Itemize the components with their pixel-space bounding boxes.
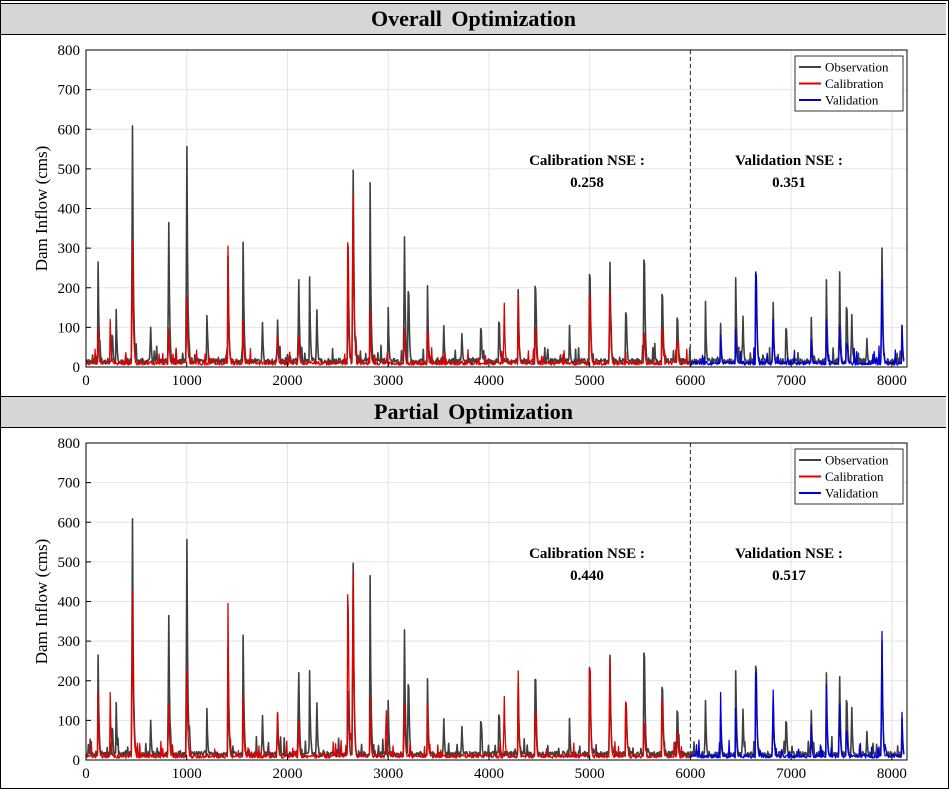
x-tick-label: 6000 [675,373,705,389]
y-tick-label: 0 [73,753,81,769]
calibration-nse-label: Calibration NSE : [529,153,645,169]
x-tick-label: 4000 [474,373,504,389]
series-line-calibration [85,572,692,759]
validation-nse-label: Validation NSE : [735,546,843,562]
y-tick-label: 300 [58,241,81,257]
y-tick-label: 400 [58,595,81,611]
legend-label-observation: Observation [825,453,889,468]
y-axis-label: Dam Inflow (cms) [32,146,51,272]
y-tick-label: 800 [58,43,81,59]
series-line-observation [85,518,905,758]
x-tick-label: 2000 [272,766,302,782]
x-tick-label: 6000 [675,766,705,782]
x-tick-label: 7000 [776,373,806,389]
series-line-validation [689,630,905,759]
validation-nse-label: Validation NSE : [735,153,843,169]
x-tick-label: 1000 [172,766,202,782]
y-tick-label: 300 [58,634,81,650]
calibration-nse-label: Calibration NSE : [529,546,645,562]
y-tick-label: 0 [73,360,81,376]
x-tick-label: 2000 [272,373,302,389]
y-tick-label: 800 [58,436,81,452]
y-tick-label: 400 [58,202,81,218]
x-tick-label: 5000 [575,373,605,389]
panel-title-overall: Overall Optimization [1,3,946,35]
calibration-nse-value: 0.258 [570,175,604,191]
x-tick-label: 5000 [575,766,605,782]
y-tick-label: 700 [58,83,81,99]
x-tick-label: 8000 [877,373,907,389]
calibration-nse-value: 0.440 [570,568,604,584]
y-tick-label: 600 [58,515,81,531]
y-tick-label: 500 [58,555,81,571]
validation-nse-value: 0.351 [772,175,806,191]
y-tick-label: 100 [58,320,81,336]
x-tick-label: 7000 [776,766,806,782]
y-tick-label: 600 [58,122,81,138]
legend-label-calibration: Calibration [825,76,884,91]
x-tick-label: 1000 [172,373,202,389]
legend-label-observation: Observation [825,60,889,75]
x-tick-label: 0 [82,766,90,782]
y-tick-label: 500 [58,162,81,178]
legend-label-validation: Validation [825,93,879,108]
y-tick-label: 200 [58,674,81,690]
panel-title-partial: Partial Optimization [1,396,946,428]
y-axis-label: Dam Inflow (cms) [32,539,51,665]
y-tick-label: 100 [58,713,81,729]
x-tick-label: 4000 [474,766,504,782]
legend-label-calibration: Calibration [825,469,884,484]
chart-overall-optimization: 0 1000 2000 3000 4000 5000 6000 7000 8000 0 100 200… [32,43,908,389]
validation-nse-value: 0.517 [772,568,806,584]
x-tick-label: 3000 [373,766,403,782]
y-tick-label: 200 [58,281,81,297]
series-line-validation [689,271,905,366]
chart-partial-optimization: 0 1000 2000 3000 4000 5000 6000 7000 8000 0 100 200… [32,436,908,782]
legend-label-validation: Validation [825,486,879,501]
y-tick-label: 700 [58,476,81,492]
x-tick-label: 0 [82,373,90,389]
x-tick-label: 3000 [373,373,403,389]
x-tick-label: 8000 [877,766,907,782]
